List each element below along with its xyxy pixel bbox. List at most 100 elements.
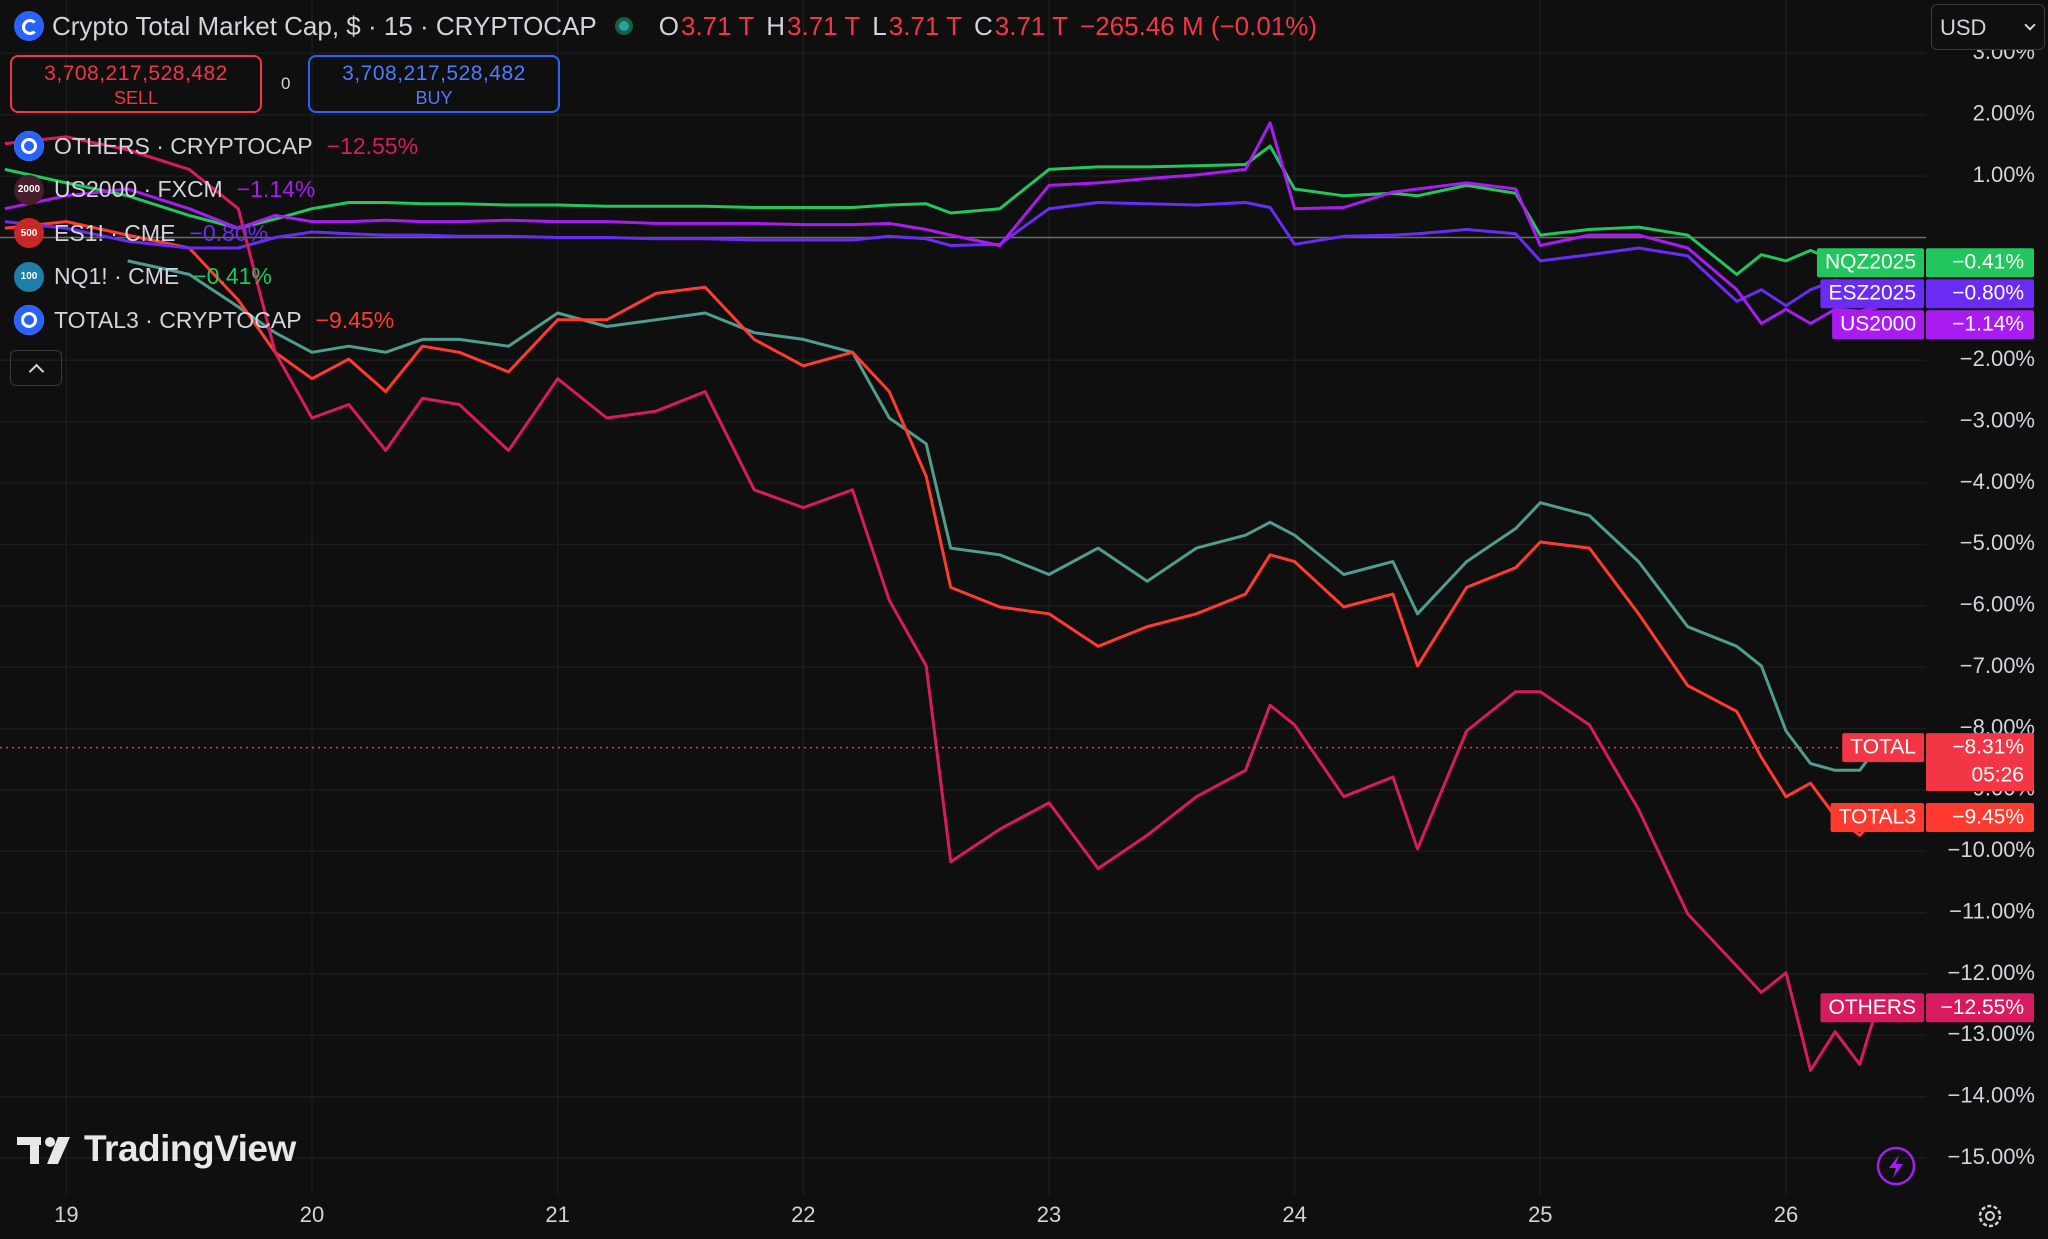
y-tick-label: −12.00% — [1948, 960, 2035, 985]
y-tick-label: −4.00% — [1960, 469, 2035, 494]
tag-name-bg — [1830, 803, 1924, 833]
x-tick-label: 23 — [1037, 1202, 1061, 1227]
y-tick-label: −5.00% — [1960, 530, 2035, 555]
legend-change: −9.45% — [315, 306, 395, 333]
x-tick-label: 22 — [791, 1202, 815, 1227]
series-line — [4, 144, 1878, 276]
y-tick-label: −3.00% — [1960, 407, 2035, 432]
price-tag: ESZ2025 −0.80% — [1820, 279, 2034, 309]
price-tag: TOTAL −8.31% 05:26 — [1842, 733, 2034, 792]
legend-label: TOTAL3 · CRYPTOCAP — [54, 306, 302, 333]
legend-icon — [14, 305, 44, 335]
symbol-title[interactable]: Crypto Total Market Cap, $ · 15 · CRYPTO… — [52, 10, 597, 41]
y-tick-label: 1.00% — [1973, 162, 2035, 187]
price-tag: OTHERS −12.55% — [1820, 993, 2034, 1023]
ohlc-value: 3.71 T — [681, 10, 755, 41]
tag-name-bg — [1820, 993, 1924, 1023]
y-tick-label: −10.00% — [1948, 837, 2035, 862]
series-line — [4, 121, 1878, 325]
legend-icon: 2000 — [14, 174, 44, 205]
tag-name-bg — [1820, 279, 1924, 309]
brand-mark — [17, 1137, 70, 1164]
ohlc-key: L — [872, 10, 887, 41]
legend-change: −0.41% — [193, 263, 272, 289]
brand-name: TradingView — [84, 1128, 296, 1169]
y-tick-label: −2.00% — [1960, 346, 2035, 371]
collapse-legend-button[interactable] — [10, 350, 62, 386]
currency-select[interactable]: USD — [1931, 4, 2045, 50]
series-line — [127, 259, 1879, 772]
legend-label: NQ1! · CME — [54, 263, 180, 289]
countdown: 05:26 — [1971, 764, 2024, 787]
x-tick-label: 19 — [54, 1202, 78, 1227]
ohlc-value: 3.71 T — [994, 10, 1069, 41]
y-tick-label: −15.00% — [1948, 1144, 2035, 1169]
price-change: −265.46 M (−0.01%) — [1080, 10, 1318, 41]
series-line — [4, 135, 1879, 1072]
lightning-button[interactable] — [1876, 1146, 1916, 1186]
tag-name: US2000 — [1840, 313, 1916, 336]
tag-name-bg — [1816, 248, 1924, 278]
tag-value: −9.45% — [1952, 806, 2024, 829]
tag-value: −1.14% — [1952, 313, 2024, 336]
tag-value-bg — [1926, 248, 2034, 278]
legend-item[interactable]: 2000 US2000 · FXCM −1.14% — [14, 172, 315, 208]
ohlc-value: 3.71 T — [787, 10, 861, 41]
settings-button[interactable] — [1978, 1204, 2002, 1228]
legend-icon: 500 — [14, 218, 44, 248]
x-tick-label: 25 — [1528, 1202, 1552, 1227]
header: Crypto Total Market Cap, $ · 15 · CRYPTO… — [14, 8, 1317, 44]
legend-change: −1.14% — [236, 176, 316, 202]
buy-price: 3,708,217,528,482 — [342, 62, 526, 85]
sell-label: SELL — [113, 88, 159, 108]
tag-name-bg — [1832, 310, 1924, 340]
legend-label: OTHERS · CRYPTOCAP — [54, 132, 313, 159]
spread: 0 — [281, 74, 291, 93]
sell-button[interactable]: 3,708,217,528,482 SELL — [10, 55, 262, 113]
legend-icon: 100 — [14, 261, 44, 292]
tag-value-bg — [1926, 803, 2034, 833]
price-tag: US2000 −1.14% — [1832, 310, 2034, 340]
x-tick-label: 26 — [1774, 1202, 1798, 1227]
buy-button[interactable]: 3,708,217,528,482 BUY — [308, 55, 560, 113]
tag-name: ESZ2025 — [1828, 282, 1916, 305]
sell-price: 3,708,217,528,482 — [44, 62, 228, 85]
price-tag: TOTAL3 −9.45% — [1830, 803, 2034, 833]
tag-value-bg — [1926, 733, 2034, 792]
tag-value-bg — [1926, 279, 2034, 309]
legend-label: ES1! · CME — [54, 219, 176, 246]
ohlc-key: H — [766, 10, 786, 41]
x-tick-label: 21 — [545, 1202, 569, 1227]
y-tick-label: −6.00% — [1960, 592, 2035, 617]
series-line — [4, 201, 1878, 308]
legend-item[interactable]: OTHERS · CRYPTOCAP −12.55% — [14, 128, 418, 164]
market-status[interactable] — [614, 17, 633, 35]
legend-icon — [14, 131, 44, 161]
legend-change: −12.55% — [326, 132, 419, 159]
tag-name: TOTAL3 — [1839, 806, 1916, 829]
tag-name: NQZ2025 — [1825, 251, 1916, 274]
y-tick-label: −14.00% — [1948, 1083, 2035, 1108]
symbol-logo — [14, 11, 44, 41]
y-tick-label: −11.00% — [1949, 898, 2035, 923]
tag-name-bg — [1842, 733, 1924, 763]
buy-label: BUY — [415, 88, 453, 108]
legend-item[interactable]: 100 NQ1! · CME −0.41% — [14, 259, 272, 295]
tag-value: −0.80% — [1952, 282, 2024, 305]
tag-value-bg — [1926, 993, 2034, 1023]
legend-item[interactable]: 500 ES1! · CME −0.80% — [14, 215, 268, 251]
tag-value: −0.41% — [1952, 251, 2024, 274]
series-line — [4, 220, 1878, 837]
x-tick-label: 24 — [1282, 1202, 1306, 1227]
legend-label: US2000 · FXCM — [54, 176, 223, 202]
tag-value: −8.31% — [1952, 736, 2024, 759]
tag-value: −12.55% — [1941, 996, 2025, 1019]
legend-item[interactable]: TOTAL3 · CRYPTOCAP −9.45% — [14, 302, 394, 338]
tag-name: OTHERS — [1828, 996, 1916, 1019]
y-tick-label: 2.00% — [1973, 101, 2035, 126]
ohlc-key: O — [658, 10, 679, 41]
y-tick-label: −13.00% — [1948, 1021, 2035, 1046]
y-tick-label: −7.00% — [1960, 653, 2035, 678]
